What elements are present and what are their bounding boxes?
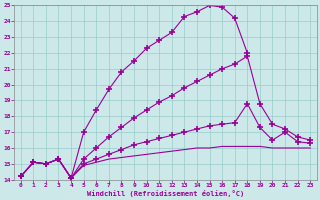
X-axis label: Windchill (Refroidissement éolien,°C): Windchill (Refroidissement éolien,°C) xyxy=(87,190,244,197)
